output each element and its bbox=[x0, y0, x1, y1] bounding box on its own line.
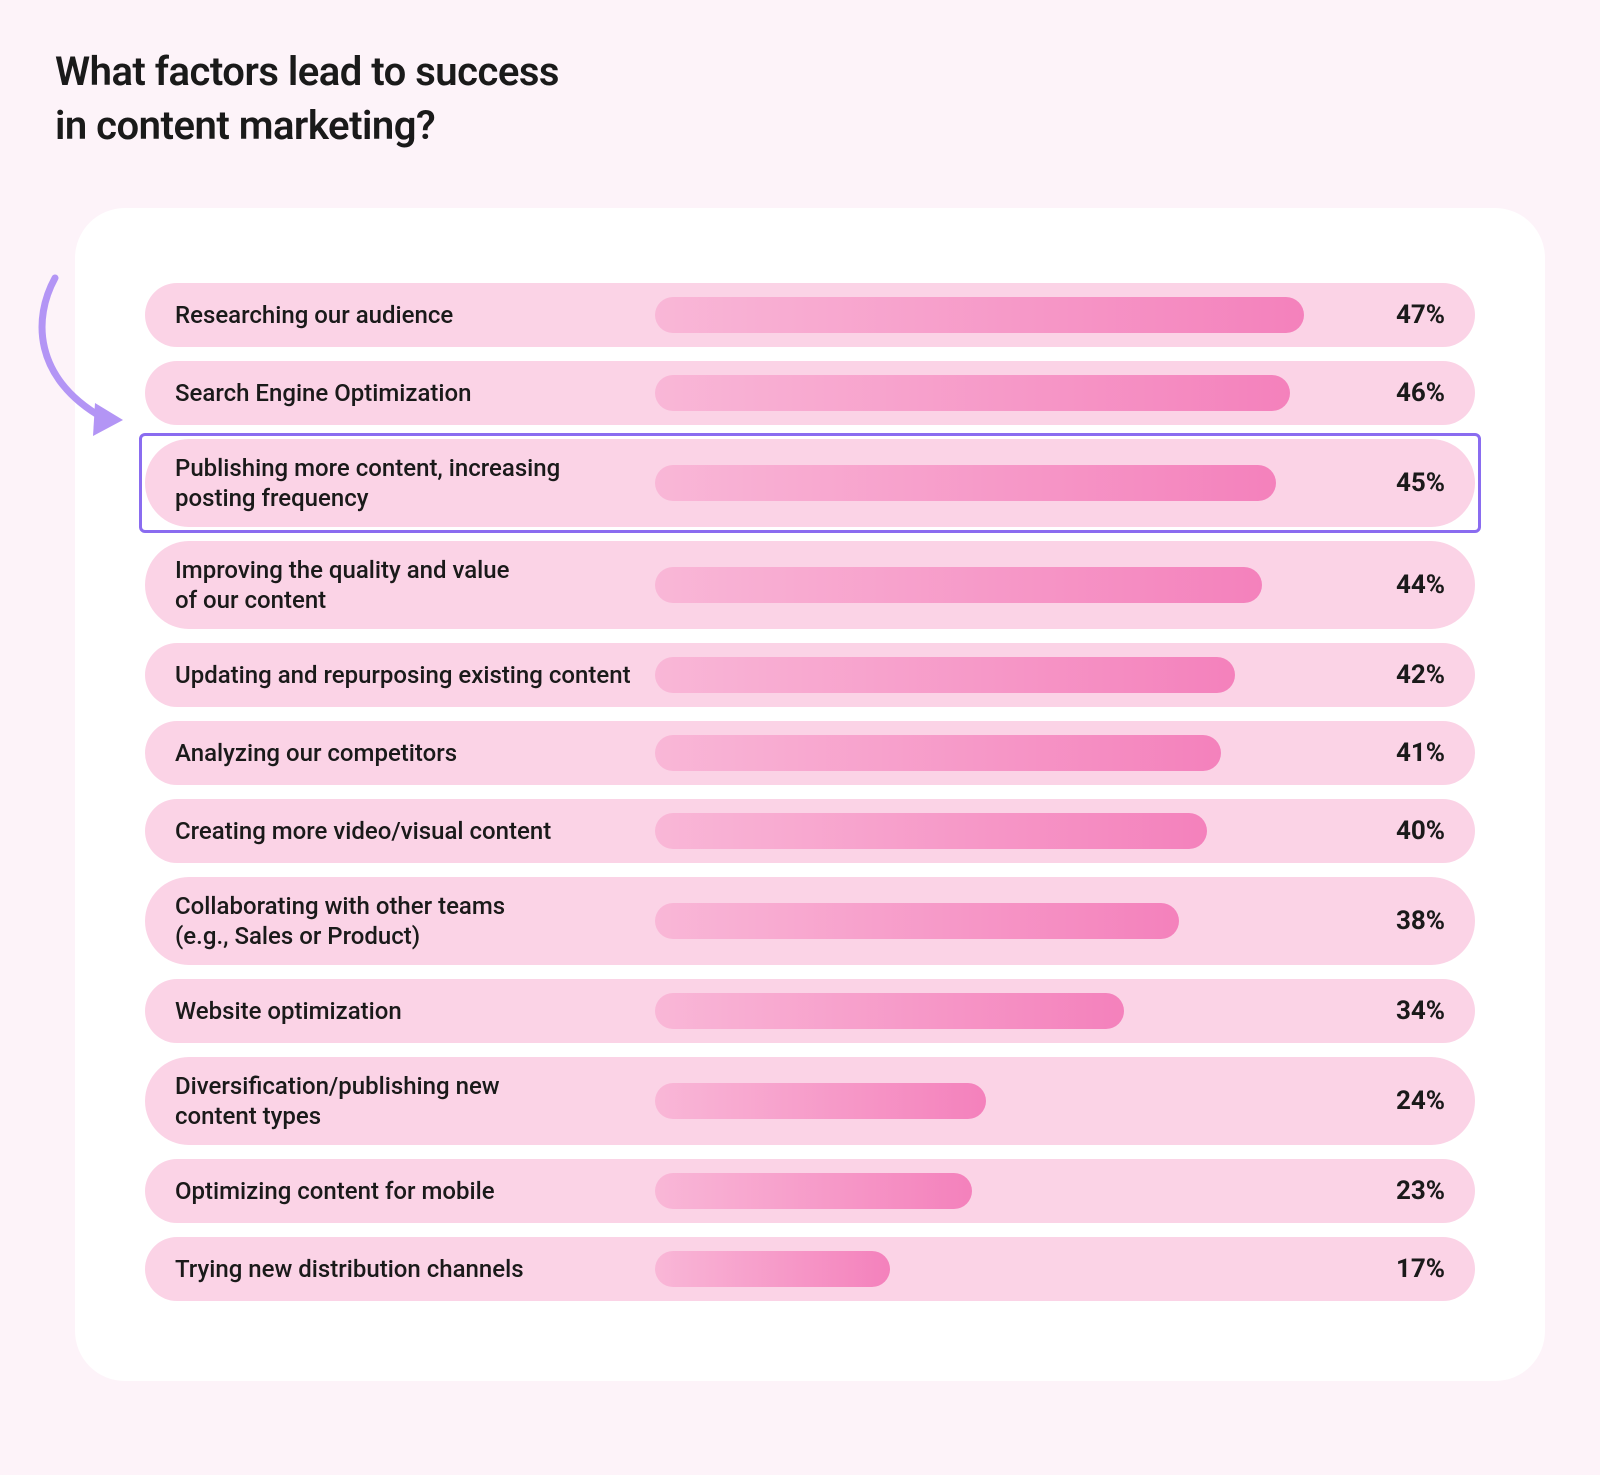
bar-track bbox=[655, 993, 1345, 1029]
row-label: Diversification/publishing newcontent ty… bbox=[175, 1071, 655, 1131]
row-percentage: 23% bbox=[1365, 1176, 1445, 1206]
chart-row: Updating and repurposing existing conten… bbox=[145, 643, 1475, 707]
row-percentage: 42% bbox=[1365, 660, 1445, 690]
row-label: Website optimization bbox=[175, 996, 655, 1026]
row-label: Collaborating with other teams(e.g., Sal… bbox=[175, 891, 655, 951]
bar-fill bbox=[655, 567, 1262, 603]
row-percentage: 38% bbox=[1365, 906, 1445, 936]
bar-track bbox=[655, 735, 1345, 771]
bar-fill bbox=[655, 1251, 890, 1287]
bar-track bbox=[655, 657, 1345, 693]
row-label: Search Engine Optimization bbox=[175, 378, 655, 408]
chart-card: Researching our audience 47% Search Engine… bbox=[75, 208, 1545, 1381]
bar-fill bbox=[655, 465, 1276, 501]
chart-row: Search Engine Optimization 46% bbox=[145, 361, 1475, 425]
row-percentage: 24% bbox=[1365, 1086, 1445, 1116]
row-percentage: 45% bbox=[1365, 468, 1445, 498]
bar-track bbox=[655, 375, 1345, 411]
bar-fill bbox=[655, 297, 1304, 333]
row-percentage: 46% bbox=[1365, 378, 1445, 408]
row-percentage: 34% bbox=[1365, 996, 1445, 1026]
row-label: Publishing more content, increasingposti… bbox=[175, 453, 655, 513]
chart-row: Publishing more content, increasingposti… bbox=[145, 439, 1475, 527]
chart-row: Diversification/publishing newcontent ty… bbox=[145, 1057, 1475, 1145]
chart-title: What factors lead to success in content … bbox=[55, 45, 1545, 153]
chart-row: Analyzing our competitors 41% bbox=[145, 721, 1475, 785]
row-label: Optimizing content for mobile bbox=[175, 1176, 655, 1206]
row-percentage: 47% bbox=[1365, 300, 1445, 330]
bar-track bbox=[655, 297, 1345, 333]
row-label: Updating and repurposing existing conten… bbox=[175, 660, 655, 690]
bar-track bbox=[655, 1083, 1345, 1119]
bar-fill bbox=[655, 1173, 972, 1209]
bar-fill bbox=[655, 375, 1290, 411]
chart-row: Creating more video/visual content 40% bbox=[145, 799, 1475, 863]
bar-fill bbox=[655, 1083, 986, 1119]
bar-track bbox=[655, 465, 1345, 501]
chart-row: Improving the quality and valueof our co… bbox=[145, 541, 1475, 629]
bar-fill bbox=[655, 903, 1179, 939]
chart-row: Optimizing content for mobile 23% bbox=[145, 1159, 1475, 1223]
row-percentage: 17% bbox=[1365, 1254, 1445, 1284]
row-label: Analyzing our competitors bbox=[175, 738, 655, 768]
row-percentage: 44% bbox=[1365, 570, 1445, 600]
row-percentage: 41% bbox=[1365, 738, 1445, 768]
bar-track bbox=[655, 903, 1345, 939]
chart-title-line1: What factors lead to success bbox=[55, 48, 559, 95]
bar-fill bbox=[655, 993, 1124, 1029]
chart-row: Trying new distribution channels 17% bbox=[145, 1237, 1475, 1301]
row-label: Researching our audience bbox=[175, 300, 655, 330]
row-percentage: 40% bbox=[1365, 816, 1445, 846]
chart-row: Researching our audience 47% bbox=[145, 283, 1475, 347]
chart-rows: Researching our audience 47% Search Engine… bbox=[145, 283, 1475, 1301]
chart-wrapper: Researching our audience 47% Search Engine… bbox=[55, 208, 1545, 1381]
chart-row: Collaborating with other teams(e.g., Sal… bbox=[145, 877, 1475, 965]
row-label: Improving the quality and valueof our co… bbox=[175, 555, 655, 615]
bar-track bbox=[655, 567, 1345, 603]
chart-row: Website optimization 34% bbox=[145, 979, 1475, 1043]
bar-track bbox=[655, 1251, 1345, 1287]
chart-title-line2: in content marketing? bbox=[55, 102, 435, 149]
bar-fill bbox=[655, 657, 1235, 693]
bar-fill bbox=[655, 735, 1221, 771]
bar-track bbox=[655, 1173, 1345, 1209]
bar-track bbox=[655, 813, 1345, 849]
row-label: Trying new distribution channels bbox=[175, 1254, 655, 1284]
bar-fill bbox=[655, 813, 1207, 849]
row-label: Creating more video/visual content bbox=[175, 816, 655, 846]
